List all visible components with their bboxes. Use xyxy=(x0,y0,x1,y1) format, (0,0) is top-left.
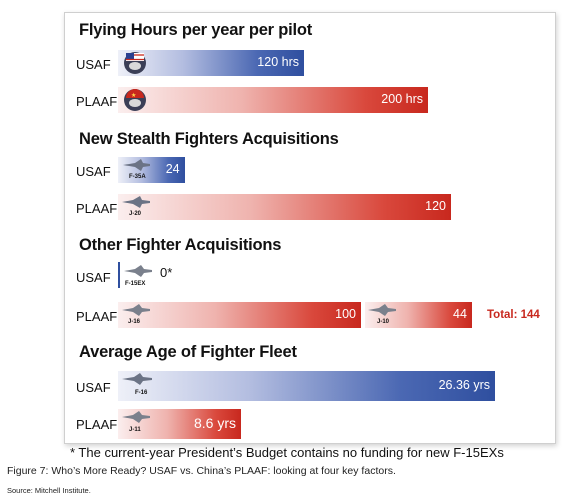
stealth-usaf-value: 24 xyxy=(165,162,180,176)
j10-aircraft-icon xyxy=(368,304,396,316)
other-plaaf-total: Total: 144 xyxy=(487,309,540,321)
flying-hours-plaaf-value: 200 hrs xyxy=(381,92,423,106)
j11-label: J-11 xyxy=(129,427,141,433)
flying-hours-usaf-label: USAF xyxy=(76,57,111,72)
average-age-title: Average Age of Fighter Fleet xyxy=(79,343,297,361)
stealth-plaaf-value: 120 xyxy=(425,199,446,213)
plaaf-pilot-helmet-icon: ★ xyxy=(124,89,146,111)
j20-label: J-20 xyxy=(129,211,142,217)
chart-panel: Flying Hours per year per pilot USAF 120… xyxy=(64,12,556,444)
figure-caption: Figure 7: Who’s More Ready? USAF vs. Chi… xyxy=(7,465,396,477)
other-plaaf-j16-bar: 100 xyxy=(118,302,361,328)
age-plaaf-bar: 8.6 yrs xyxy=(118,409,241,439)
stealth-plaaf-label: PLAAF xyxy=(76,201,118,216)
stealth-fighters-title: New Stealth Fighters Acquisitions xyxy=(79,130,339,148)
other-usaf-label: USAF xyxy=(76,270,111,285)
j11-aircraft-icon xyxy=(122,411,150,423)
svg-text:★: ★ xyxy=(131,92,136,99)
flying-hours-plaaf-label: PLAAF xyxy=(76,94,118,109)
other-plaaf-label: PLAAF xyxy=(76,309,118,324)
other-plaaf-j10-value: 44 xyxy=(453,307,467,321)
age-plaaf-value: 8.6 yrs xyxy=(193,415,236,431)
f35a-label: F-35A xyxy=(129,174,146,180)
f16-aircraft-icon xyxy=(122,373,152,385)
footnote: * The current-year President’s Budget co… xyxy=(70,445,504,460)
other-usaf-zero-bar xyxy=(118,262,120,288)
f16-label: F-16 xyxy=(135,390,148,396)
other-plaaf-j16-value: 100 xyxy=(335,307,356,321)
stealth-usaf-bar: 24 xyxy=(118,157,185,183)
j16-aircraft-icon xyxy=(122,304,150,316)
flying-hours-usaf-value: 120 hrs xyxy=(257,55,299,69)
usaf-pilot-helmet-icon xyxy=(124,52,146,74)
flying-hours-plaaf-bar: 200 hrs xyxy=(118,87,428,113)
f15ex-label: F-15EX xyxy=(125,281,146,287)
source-note: Source: Mitchell Institute. xyxy=(7,486,91,495)
j20-aircraft-icon xyxy=(122,196,150,208)
f35a-aircraft-icon xyxy=(123,159,150,171)
other-usaf-value: 0* xyxy=(160,265,173,280)
f15ex-aircraft-icon xyxy=(124,265,152,277)
flying-hours-usaf-bar: 120 hrs xyxy=(118,50,304,76)
age-usaf-bar: 26.36 yrs xyxy=(118,371,495,401)
j10-label: J-10 xyxy=(377,319,390,325)
age-plaaf-label: PLAAF xyxy=(76,417,118,432)
other-fighters-title: Other Fighter Acquisitions xyxy=(79,236,282,254)
stealth-plaaf-bar: 120 xyxy=(118,194,451,220)
age-usaf-value: 26.36 yrs xyxy=(438,378,490,392)
age-usaf-label: USAF xyxy=(76,380,111,395)
stealth-usaf-label: USAF xyxy=(76,164,111,179)
flying-hours-title: Flying Hours per year per pilot xyxy=(79,21,313,39)
j16-label: J-16 xyxy=(128,319,141,325)
